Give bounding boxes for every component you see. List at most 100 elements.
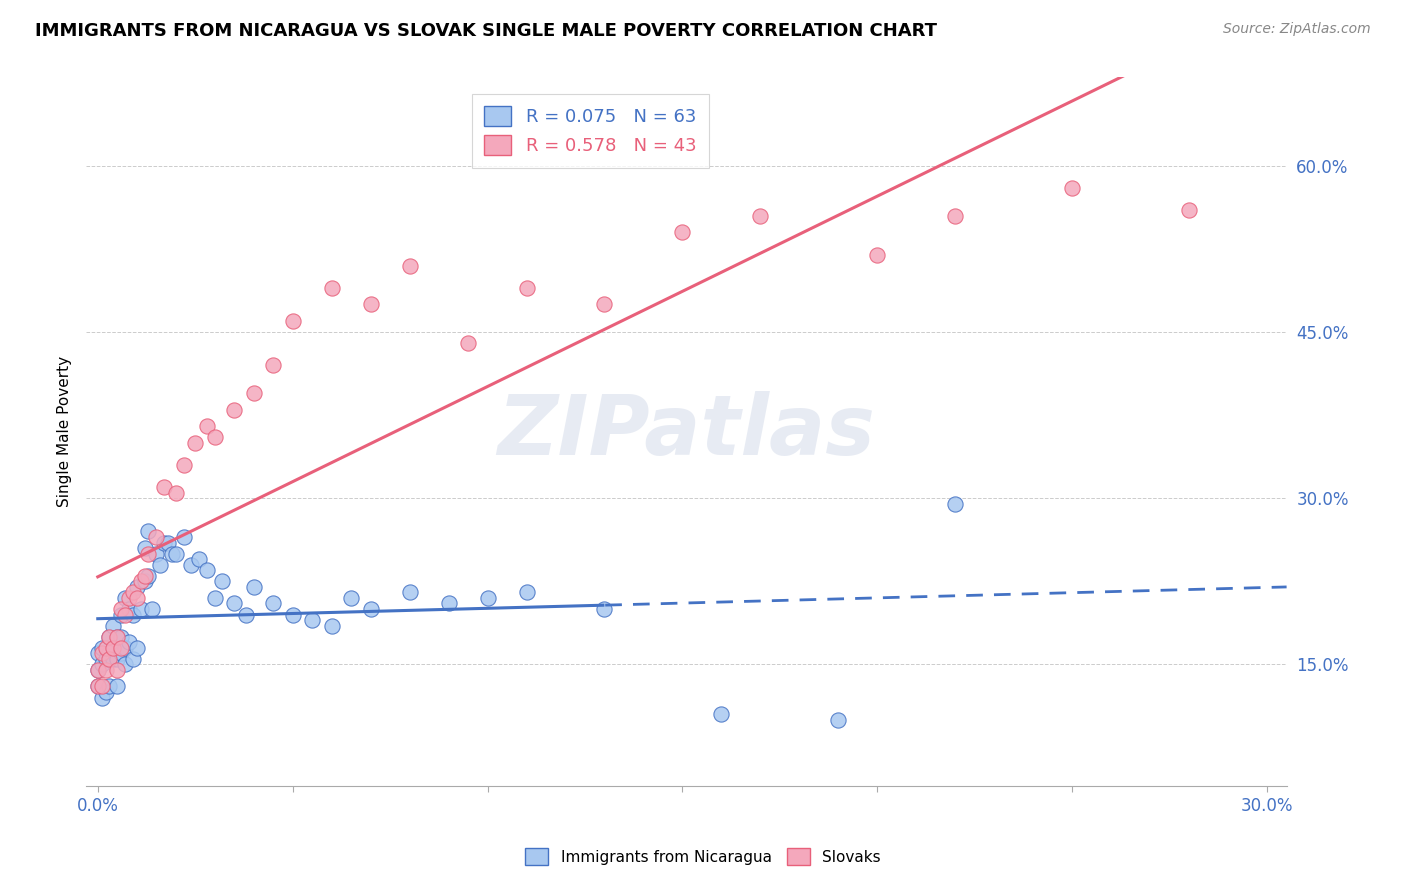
Point	[593, 297, 616, 311]
Point	[515, 281, 537, 295]
Point	[156, 535, 179, 549]
Point	[118, 591, 141, 605]
Point	[1062, 181, 1084, 195]
Point	[515, 585, 537, 599]
Point	[98, 630, 121, 644]
Point	[118, 635, 141, 649]
Point	[262, 359, 284, 373]
Point	[103, 640, 125, 655]
Point	[204, 430, 226, 444]
Point	[145, 547, 167, 561]
Point	[138, 524, 160, 539]
Point	[262, 596, 284, 610]
Point	[94, 640, 117, 655]
Point	[398, 585, 420, 599]
Text: IMMIGRANTS FROM NICARAGUA VS SLOVAK SINGLE MALE POVERTY CORRELATION CHART: IMMIGRANTS FROM NICARAGUA VS SLOVAK SING…	[35, 22, 938, 40]
Point	[360, 602, 382, 616]
Point	[160, 547, 183, 561]
Point	[360, 297, 382, 311]
Point	[173, 530, 195, 544]
Point	[105, 630, 128, 644]
Point	[87, 646, 110, 660]
Point	[87, 680, 110, 694]
Point	[125, 640, 148, 655]
Point	[281, 314, 304, 328]
Point	[110, 646, 132, 660]
Point	[94, 663, 117, 677]
Point	[118, 602, 141, 616]
Point	[114, 607, 136, 622]
Point	[710, 707, 733, 722]
Point	[184, 435, 207, 450]
Point	[110, 607, 132, 622]
Point	[242, 386, 264, 401]
Point	[94, 685, 117, 699]
Point	[87, 663, 110, 677]
Point	[90, 657, 112, 672]
Point	[398, 259, 420, 273]
Point	[224, 596, 246, 610]
Text: Source: ZipAtlas.com: Source: ZipAtlas.com	[1223, 22, 1371, 37]
Point	[114, 591, 136, 605]
Point	[138, 568, 160, 582]
Point	[242, 580, 264, 594]
Point	[105, 663, 128, 677]
Point	[827, 713, 849, 727]
Point	[87, 680, 110, 694]
Point	[301, 613, 323, 627]
Point	[477, 591, 499, 605]
Point	[103, 652, 125, 666]
Point	[105, 652, 128, 666]
Point	[134, 541, 156, 555]
Point	[165, 485, 187, 500]
Point	[211, 574, 233, 589]
Point	[98, 646, 121, 660]
Point	[153, 480, 176, 494]
Point	[134, 574, 156, 589]
Point	[153, 535, 176, 549]
Point	[110, 602, 132, 616]
Point	[749, 209, 772, 223]
Point	[281, 607, 304, 622]
Point	[114, 640, 136, 655]
Point	[90, 640, 112, 655]
Y-axis label: Single Male Poverty: Single Male Poverty	[58, 356, 72, 508]
Point	[138, 547, 160, 561]
Point	[141, 602, 163, 616]
Point	[204, 591, 226, 605]
Point	[437, 596, 460, 610]
Point	[235, 607, 257, 622]
Point	[110, 640, 132, 655]
Point	[866, 247, 889, 261]
Point	[121, 652, 143, 666]
Point	[98, 652, 121, 666]
Point	[943, 497, 966, 511]
Point	[173, 458, 195, 472]
Point	[1178, 203, 1201, 218]
Point	[224, 402, 246, 417]
Point	[125, 580, 148, 594]
Point	[188, 552, 211, 566]
Point	[195, 563, 218, 577]
Point	[671, 226, 693, 240]
Point	[149, 558, 172, 572]
Point	[94, 652, 117, 666]
Point	[195, 419, 218, 434]
Point	[129, 574, 152, 589]
Point	[103, 618, 125, 632]
Point	[105, 680, 128, 694]
Point	[114, 657, 136, 672]
Point	[87, 663, 110, 677]
Point	[134, 568, 156, 582]
Point	[321, 281, 343, 295]
Legend: Immigrants from Nicaragua, Slovaks: Immigrants from Nicaragua, Slovaks	[519, 842, 887, 871]
Point	[121, 607, 143, 622]
Point	[943, 209, 966, 223]
Point	[145, 530, 167, 544]
Point	[90, 646, 112, 660]
Point	[125, 591, 148, 605]
Text: ZIPatlas: ZIPatlas	[498, 392, 876, 472]
Point	[110, 630, 132, 644]
Point	[321, 618, 343, 632]
Point	[90, 680, 112, 694]
